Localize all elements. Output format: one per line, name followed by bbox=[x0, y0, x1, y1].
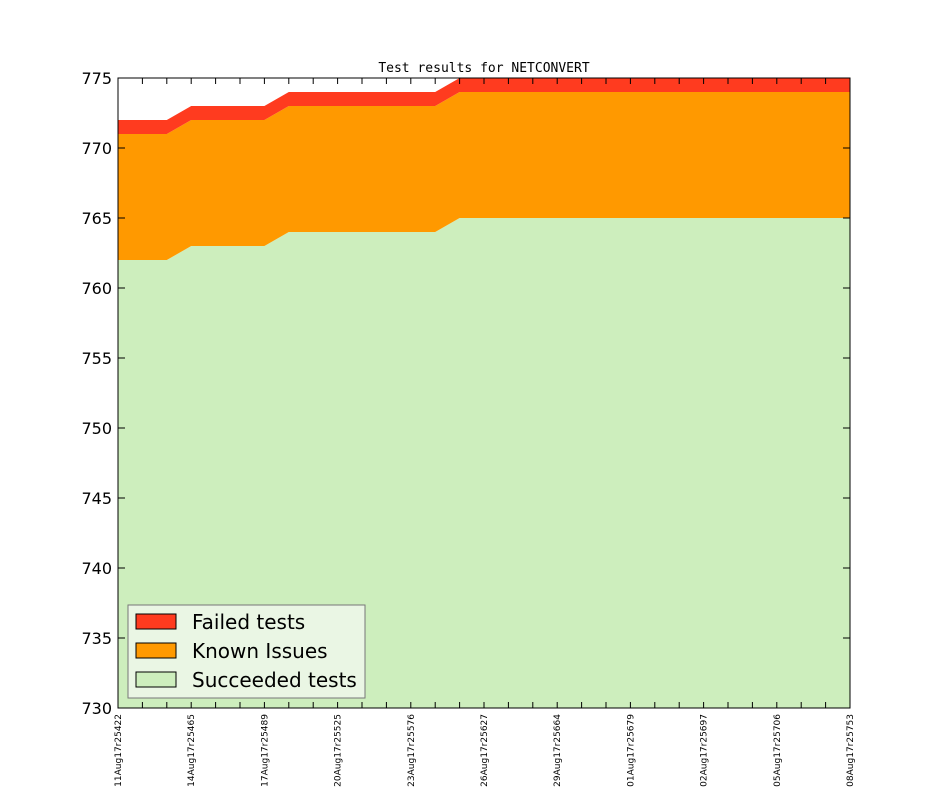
y-tick-label: 740 bbox=[81, 559, 112, 578]
y-tick-label: 760 bbox=[81, 279, 112, 298]
y-tick-label: 775 bbox=[81, 69, 112, 88]
legend-swatch-succeeded-tests bbox=[135, 671, 177, 688]
x-tick-label: 20Aug17r25525 bbox=[334, 714, 344, 787]
legend: Failed tests Known Issues Succeeded tests bbox=[127, 604, 366, 699]
x-tick-label: 26Aug17r25627 bbox=[480, 714, 490, 787]
area-series-group bbox=[118, 78, 850, 708]
x-tick-label: 23Aug17r25576 bbox=[407, 714, 417, 787]
y-tick-label: 735 bbox=[81, 629, 112, 648]
y-tick-label: 755 bbox=[81, 349, 112, 368]
legend-swatch-failed-tests bbox=[135, 613, 177, 630]
area-known-issues bbox=[118, 92, 850, 260]
x-tick-label: 17Aug17r25489 bbox=[260, 714, 270, 787]
legend-label-failed-tests: Failed tests bbox=[192, 610, 305, 634]
legend-swatch-known-issues bbox=[135, 642, 177, 659]
y-axis-ticks: 730 735 740 745 750 755 760 765 770 775 bbox=[81, 69, 850, 718]
x-tick-label: 02Aug17r25697 bbox=[700, 714, 710, 787]
y-tick-label: 765 bbox=[81, 209, 112, 228]
area-failed-tests bbox=[118, 78, 850, 134]
x-tick-label: 01Aug17r25679 bbox=[626, 714, 636, 787]
y-tick-label: 770 bbox=[81, 139, 112, 158]
x-tick-label: 05Aug17r25706 bbox=[773, 714, 783, 787]
y-tick-label: 745 bbox=[81, 489, 112, 508]
x-tick-label: 08Aug17r25753 bbox=[846, 714, 856, 787]
y-tick-label: 750 bbox=[81, 419, 112, 438]
chart-title: Test results for NETCONVERT bbox=[378, 61, 589, 76]
x-tick-label: 14Aug17r25465 bbox=[187, 714, 197, 787]
x-tick-label: 11Aug17r25422 bbox=[114, 714, 124, 787]
legend-label-succeeded-tests: Succeeded tests bbox=[192, 668, 357, 692]
x-axis-ticks: 11Aug17r25422 14Aug17r25465 17Aug17r25489 2… bbox=[114, 78, 856, 787]
y-tick-label: 730 bbox=[81, 699, 112, 718]
area-succeeded-tests bbox=[118, 218, 850, 708]
legend-label-known-issues: Known Issues bbox=[192, 639, 328, 663]
x-tick-label: 29Aug17r25664 bbox=[553, 714, 563, 787]
